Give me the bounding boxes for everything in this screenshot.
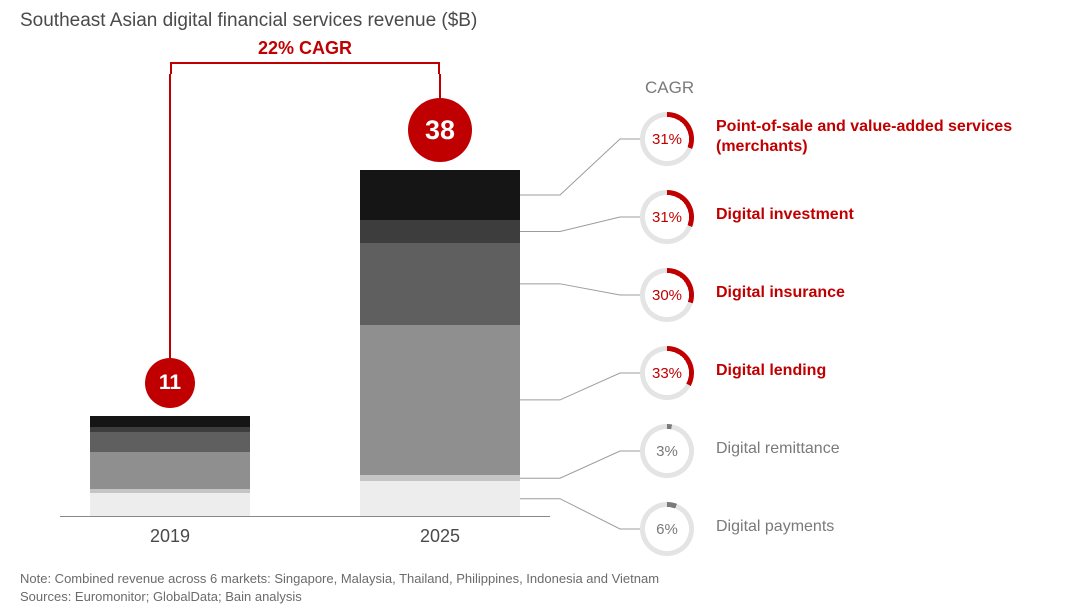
cagr-donut-value: 31% <box>652 131 682 148</box>
cagr-donut-point_of_sale: 31% <box>640 112 694 166</box>
cagr-donut-value: 31% <box>652 209 682 226</box>
cagr-donut-value: 6% <box>656 521 678 538</box>
connector-digital_lending <box>520 373 640 400</box>
segment-label-digital_investment: Digital investment <box>716 205 1046 225</box>
connector-digital_insurance <box>520 284 640 295</box>
connector-digital_payments <box>520 499 640 529</box>
footnote: Note: Combined revenue across 6 markets:… <box>20 570 1020 588</box>
segment-label-digital_insurance: Digital insurance <box>716 283 1046 303</box>
cagr-donut-digital_insurance: 30% <box>640 268 694 322</box>
cagr-donut-value: 3% <box>656 443 678 460</box>
cagr-donut-digital_lending: 33% <box>640 346 694 400</box>
cagr-donut-digital_payments: 6% <box>640 502 694 556</box>
segment-label-digital_remittance: Digital remittance <box>716 439 1046 459</box>
segment-label-digital_payments: Digital payments <box>716 517 1046 537</box>
connector-digital_investment <box>520 217 640 231</box>
segment-label-point_of_sale: Point-of-sale and value-added services (… <box>716 117 1046 157</box>
segment-label-digital_lending: Digital lending <box>716 361 1046 381</box>
sources: Sources: Euromonitor; GlobalData; Bain a… <box>20 588 1020 606</box>
cagr-donut-digital_remittance: 3% <box>640 424 694 478</box>
connector-point_of_sale <box>520 139 640 195</box>
connector-digital_remittance <box>520 451 640 478</box>
cagr-donut-value: 33% <box>652 365 682 382</box>
legend-heading-cagr: CAGR <box>645 78 694 98</box>
cagr-donut-value: 30% <box>652 287 682 304</box>
cagr-donut-digital_investment: 31% <box>640 190 694 244</box>
